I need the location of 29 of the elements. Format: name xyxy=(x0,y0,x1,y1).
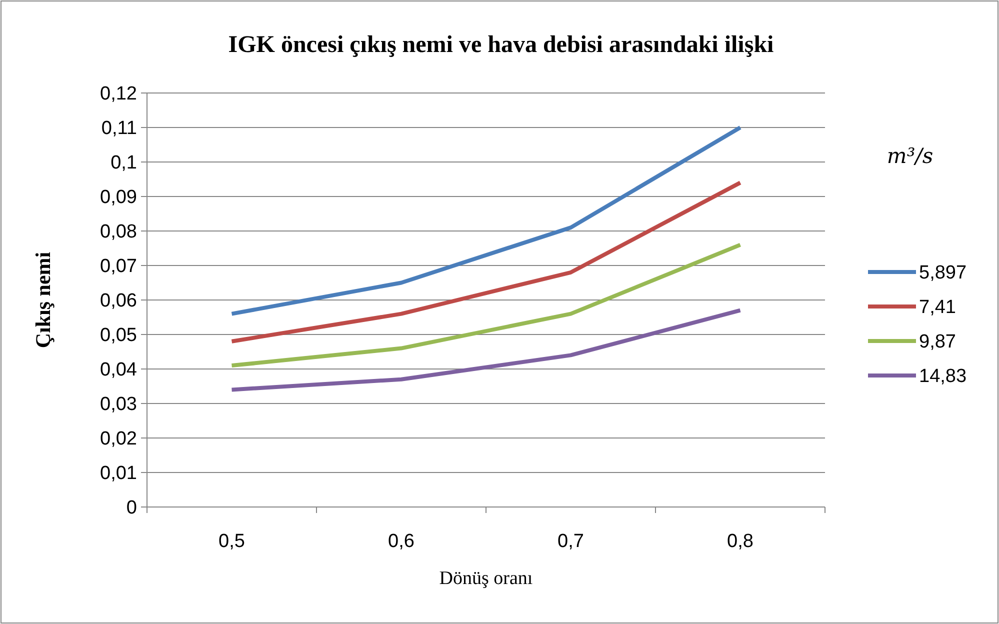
y-tick-label: 0,12 xyxy=(100,84,137,105)
y-tick-label: 0,09 xyxy=(100,187,137,208)
line-series xyxy=(230,126,742,316)
line-series xyxy=(230,242,742,368)
y-tick-label: 0,06 xyxy=(100,290,137,312)
x-tick-label: 0,7 xyxy=(558,531,584,552)
y-tick-label: 0,1 xyxy=(110,152,137,174)
y-tick-label: 0,03 xyxy=(100,394,137,416)
x-tick-label: 0,5 xyxy=(218,531,245,552)
line-series xyxy=(230,308,742,392)
y-tick-label: 0 xyxy=(126,498,137,519)
legend-label: 5,897 xyxy=(919,262,967,284)
legend-label: 9,87 xyxy=(919,332,956,353)
legend-label: 14,83 xyxy=(919,366,967,388)
x-tick-label: 0,6 xyxy=(388,531,414,552)
y-tick-label: 0,07 xyxy=(100,256,137,278)
y-tick-label: 0,05 xyxy=(100,325,137,346)
y-tick-label: 0,02 xyxy=(100,428,137,450)
x-axis-title: Dönüş oranı xyxy=(439,568,533,589)
y-tick-label: 0,11 xyxy=(101,118,137,140)
y-tick-label: 0,01 xyxy=(100,463,137,484)
chart-title: IGK öncesi çıkış nemi ve hava debisi arasındaki ilişki xyxy=(228,32,774,58)
x-tick-label: 0,8 xyxy=(727,531,754,552)
legend-label: 7,41 xyxy=(919,297,956,318)
line-series xyxy=(230,180,742,344)
y-axis-title: Çıkış nemi xyxy=(31,252,55,348)
y-tick-label: 0,04 xyxy=(100,360,138,381)
legend-title: m³/s xyxy=(886,144,934,168)
y-tick-label: 0,08 xyxy=(100,222,137,243)
